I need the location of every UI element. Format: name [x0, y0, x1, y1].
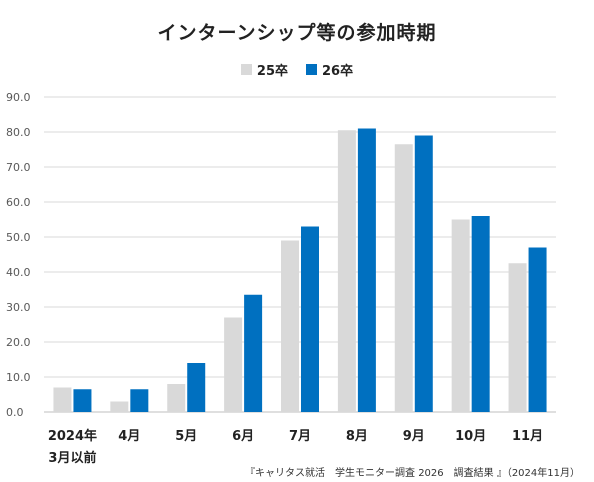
legend-swatch-25: [240, 64, 252, 75]
bar-25卒: [451, 219, 470, 412]
x-tick-label: 9月: [403, 429, 425, 444]
bar-25卒: [224, 317, 243, 412]
bar-25卒: [337, 130, 356, 412]
y-tick-label: 80.0: [6, 126, 31, 139]
bar-25卒: [167, 384, 186, 412]
bar-26卒: [130, 389, 149, 412]
x-tick-label: 6月: [232, 429, 254, 444]
y-tick-label: 90.0: [6, 91, 31, 104]
chart-title: インターンシップ等の参加時期: [157, 22, 437, 44]
legend-item-26: 26卒: [306, 60, 353, 79]
y-tick-label: 30.0: [6, 301, 31, 314]
chart-legend: 25卒 26卒: [0, 60, 594, 79]
y-tick-label: 0.0: [6, 406, 24, 419]
legend-label-26: 26卒: [322, 64, 354, 79]
bar-26卒: [528, 247, 547, 412]
x-tick-label: 10月: [455, 429, 486, 444]
bar-26卒: [357, 128, 376, 412]
bar-26卒: [414, 135, 433, 412]
legend-label-25: 25卒: [256, 64, 288, 79]
x-tick-label: 7月: [289, 429, 311, 444]
bar-26卒: [471, 216, 490, 412]
y-tick-label: 20.0: [6, 336, 31, 349]
bar-25卒: [394, 144, 413, 412]
source-note: 『キャリタス就活 学生モニター調査 2026 調査結果 』（2024年11月）: [245, 468, 580, 479]
x-tick-label: 8月: [346, 429, 368, 444]
bar-26卒: [187, 363, 206, 412]
bar-25卒: [53, 387, 72, 412]
y-tick-label: 70.0: [6, 161, 31, 174]
legend-swatch-26: [306, 64, 317, 75]
x-tick-label: 2024年: [48, 428, 97, 444]
bar-26卒: [244, 294, 263, 412]
bar-26卒: [301, 226, 319, 412]
x-tick-label: 4月: [118, 429, 140, 444]
y-tick-label: 10.0: [6, 371, 31, 384]
bar-25卒: [508, 263, 527, 412]
y-tick-label: 50.0: [6, 231, 31, 244]
bar-26卒: [73, 389, 92, 412]
y-tick-label: 60.0: [6, 196, 31, 209]
bar-25卒: [281, 240, 299, 412]
legend-item-25: 25卒: [240, 60, 288, 79]
x-tick-label: 11月: [512, 429, 543, 444]
x-tick-label: 5月: [175, 429, 197, 444]
x-tick-label: 3月以前: [48, 450, 96, 466]
y-tick-label: 40.0: [6, 266, 31, 279]
bar-25卒: [110, 401, 129, 412]
